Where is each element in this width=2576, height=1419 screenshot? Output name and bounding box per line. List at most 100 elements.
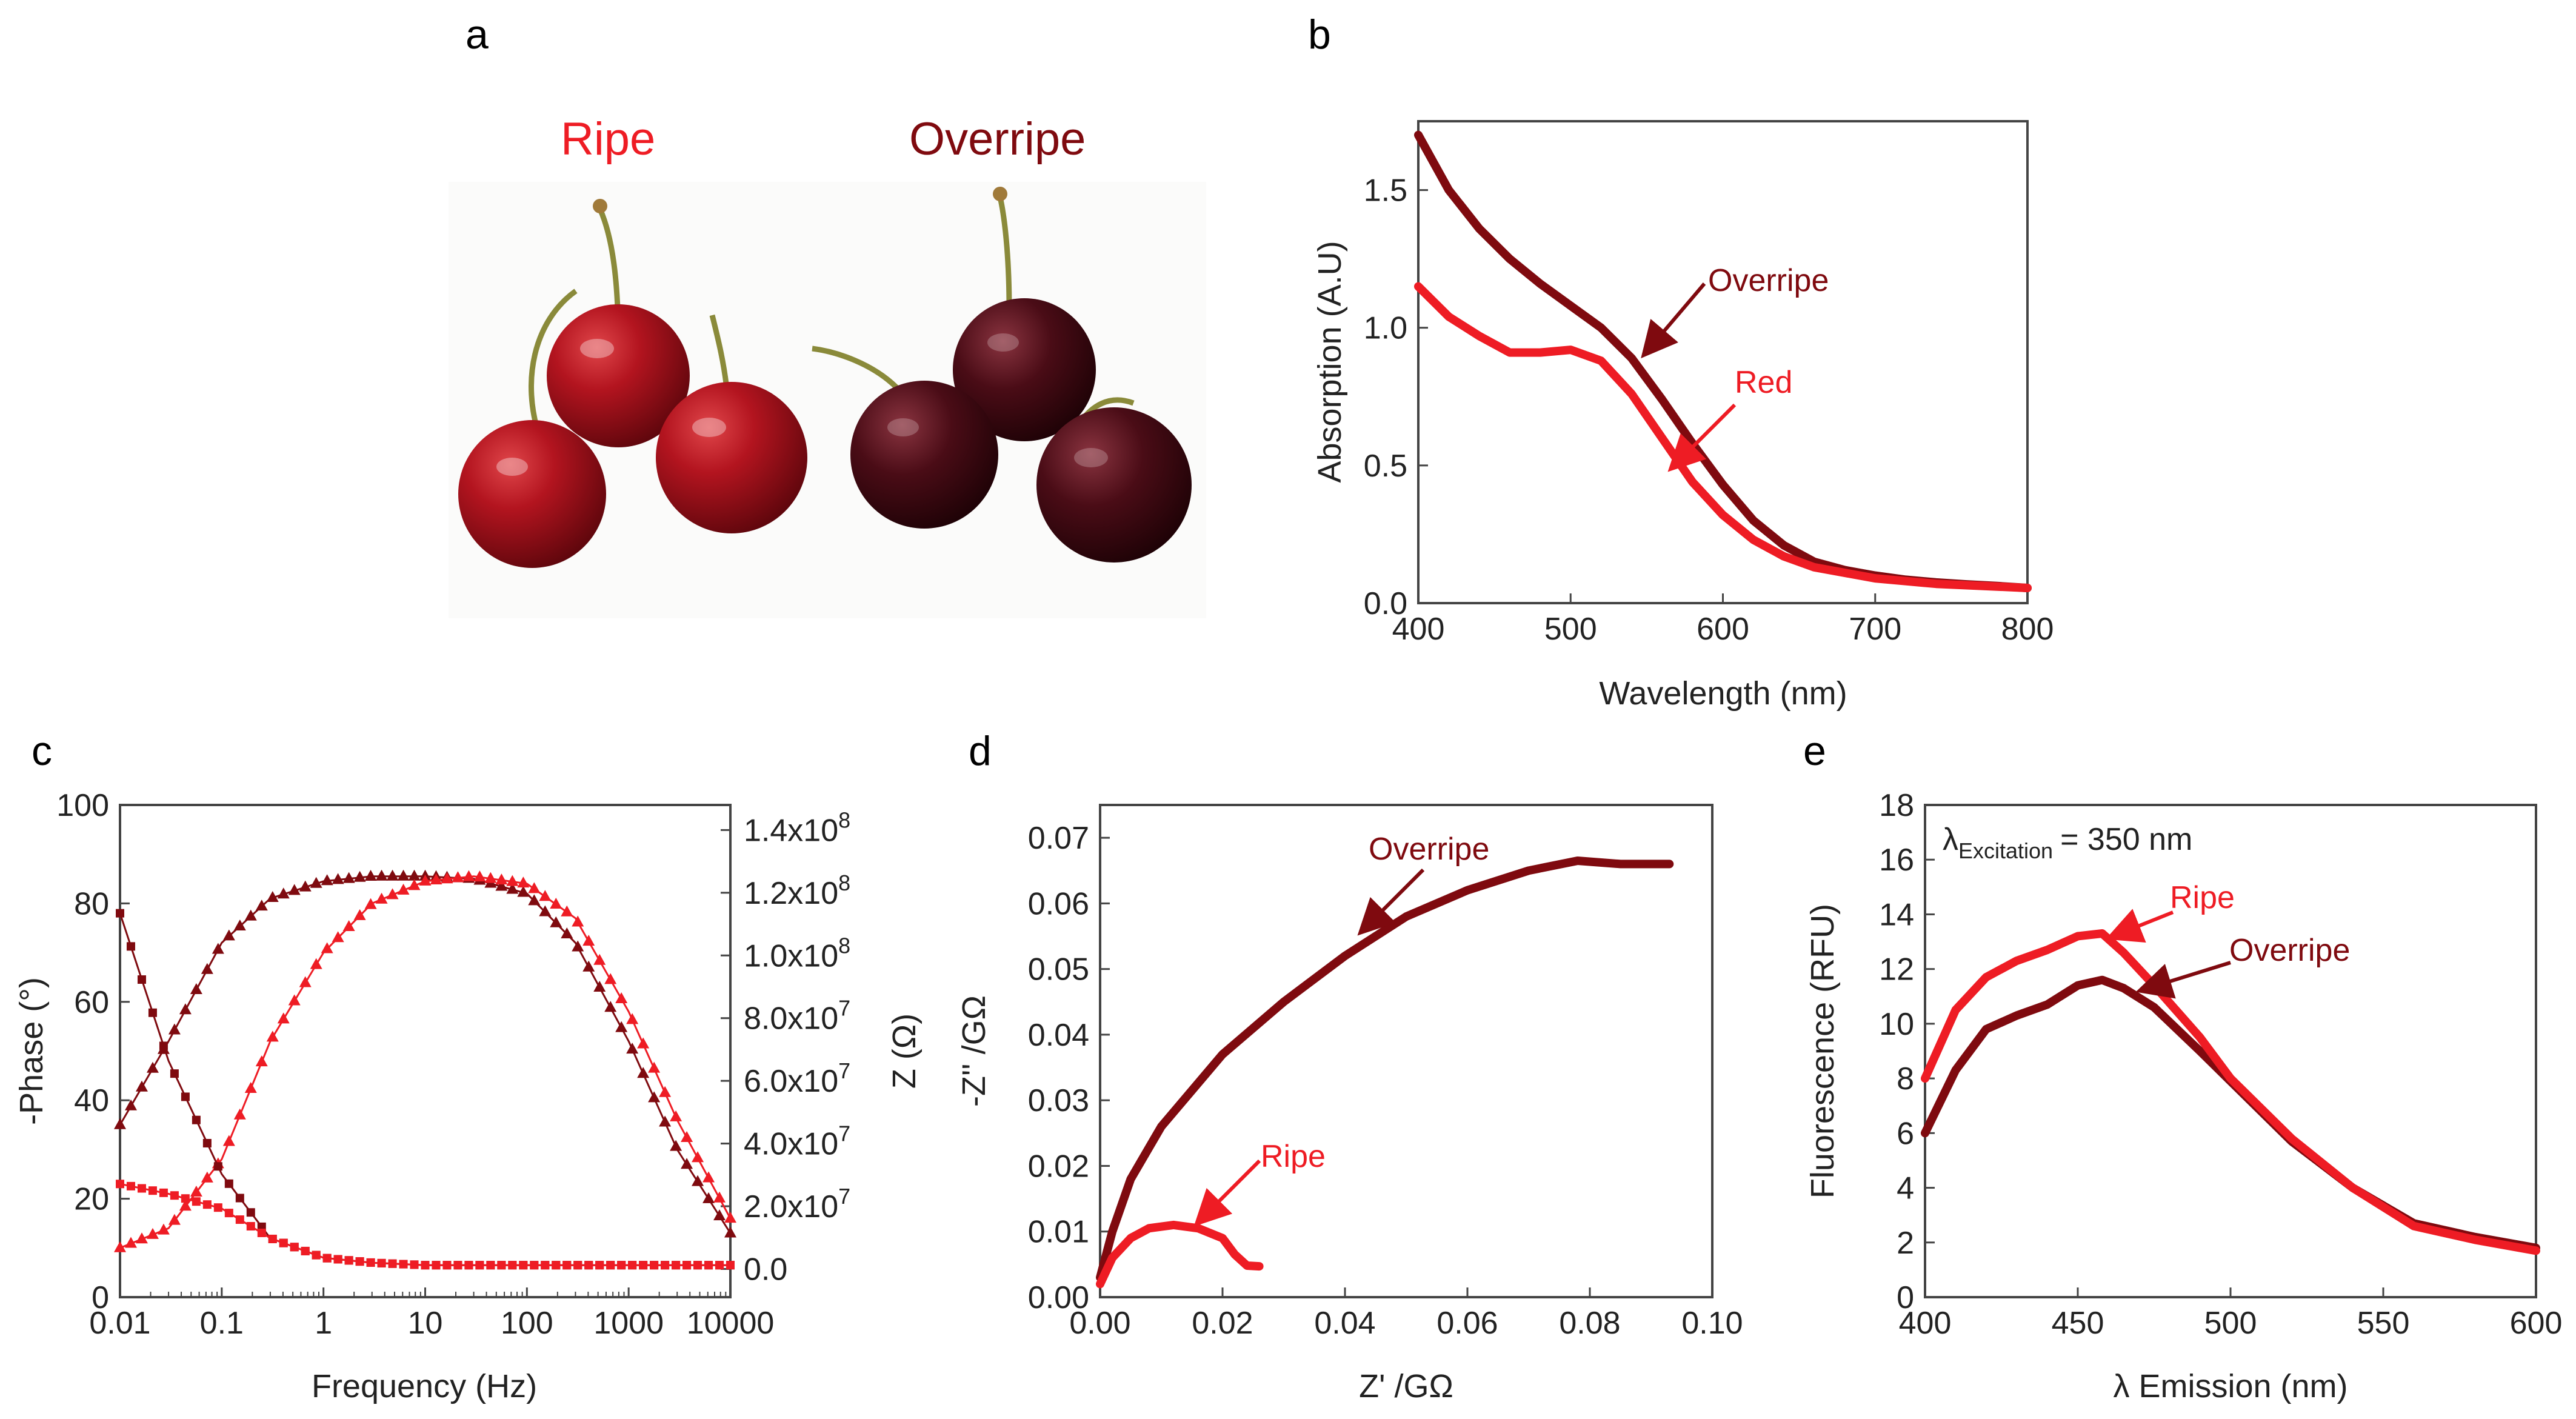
data-point-triangle	[517, 876, 530, 888]
x-axis-label: λ Emission (nm)	[2113, 1368, 2347, 1404]
y-tick-label: 0.00	[1028, 1280, 1089, 1315]
data-point-triangle	[222, 929, 235, 941]
data-point-triangle	[670, 1110, 682, 1121]
data-point-triangle	[244, 909, 257, 921]
panel-a: a Ripe Overripe	[449, 12, 1206, 618]
data-point-triangle	[233, 1108, 246, 1120]
data-point-square	[137, 975, 146, 984]
data-point-square	[333, 1255, 342, 1264]
y-tick-label: 1.0	[1364, 311, 1407, 346]
data-point-square	[355, 1257, 364, 1266]
x-tick-label: 600	[1697, 612, 1749, 647]
data-point-square	[672, 1261, 681, 1270]
data-point-square	[552, 1261, 561, 1270]
x-tick-label: 0.1	[200, 1306, 244, 1341]
panel-letter-e: e	[1803, 728, 1826, 774]
data-point-triangle	[593, 981, 606, 992]
annotation-arrow-overripe	[1641, 282, 1706, 359]
ripe-cherry	[547, 304, 690, 447]
y-tick-label: 60	[74, 985, 109, 1020]
x-axis-label: Wavelength (nm)	[1599, 675, 1847, 712]
data-point-square	[399, 1260, 408, 1269]
data-point-square	[279, 1238, 288, 1247]
data-point-triangle	[724, 1212, 736, 1223]
tick-group: 400 450 500 550 600 0 2 4 6 8 10 12 14 16 18	[1879, 788, 2562, 1341]
y-axis-label-phase: -Phase (°)	[13, 977, 50, 1125]
data-point-triangle	[692, 1175, 704, 1186]
data-point-triangle	[462, 870, 475, 881]
data-point-square	[606, 1261, 615, 1270]
annotation-ripe: Ripe	[2170, 880, 2235, 915]
data-point-triangle	[561, 905, 573, 917]
x-tick-label: 0.02	[1192, 1306, 1253, 1341]
y-tick-label: 20	[74, 1182, 109, 1217]
data-point-triangle	[190, 983, 202, 995]
panel-b: b 400 500 600 700 800 0.0 0.5 1.0 1.5 Wavelength…	[1308, 12, 2054, 712]
series-line-overripe	[1096, 856, 1674, 1282]
data-point-triangle	[288, 994, 301, 1006]
data-point-square	[530, 1261, 539, 1270]
data-point-square	[159, 1041, 168, 1050]
data-point-square	[410, 1260, 419, 1269]
data-point-square	[661, 1261, 670, 1270]
y-tick-label: 0	[92, 1280, 109, 1315]
data-point-triangle	[572, 940, 584, 952]
data-point-triangle	[615, 992, 628, 1003]
data-point-square	[486, 1261, 495, 1270]
data-point-triangle	[473, 870, 486, 882]
panel-d: d 0.00 0.02 0.04 0.06 0.08 0.100.000.010.020.…	[956, 728, 1743, 1404]
data-point-square	[235, 1194, 244, 1203]
x-tick-label: 10000	[687, 1306, 775, 1341]
data-point-triangle	[332, 931, 344, 943]
data-point-triangle	[310, 958, 322, 969]
data-point-square	[628, 1261, 637, 1270]
data-point-triangle	[157, 1223, 170, 1235]
data-point-triangle	[321, 942, 333, 953]
data-point-triangle	[124, 1099, 137, 1110]
annotation-arrow-overripe	[1357, 868, 1425, 936]
data-point-triangle	[615, 1021, 628, 1032]
data-point-square	[181, 1092, 190, 1101]
data-point-square	[704, 1261, 713, 1270]
cherries-illustration	[458, 187, 1192, 568]
annotation-ripe: Ripe	[1261, 1139, 1326, 1174]
data-point-triangle	[364, 898, 377, 909]
overripe-cherry	[850, 381, 998, 529]
data-point-square	[137, 1184, 146, 1193]
data-point-square	[617, 1261, 626, 1270]
data-point-triangle	[353, 870, 366, 882]
data-point-triangle	[637, 1037, 650, 1049]
annotation-overripe: Overripe	[1708, 263, 1829, 298]
data-point-square	[464, 1261, 473, 1270]
data-point-triangle	[397, 869, 410, 881]
plot-frame	[1924, 804, 2537, 1298]
data-point-triangle	[517, 886, 530, 897]
data-point-square	[170, 1191, 179, 1200]
data-point-square	[159, 1188, 168, 1197]
ripe-cherry	[458, 420, 606, 568]
data-point-triangle	[659, 1115, 672, 1127]
overripe-cherry	[1036, 407, 1192, 563]
data-point-triangle	[255, 1055, 268, 1067]
data-point-triangle	[648, 1061, 661, 1073]
data-point-triangle	[288, 884, 301, 895]
y2-axis-label-z: Z (Ω)	[886, 1013, 923, 1089]
data-point-triangle	[572, 915, 584, 927]
annotation-arrow-ripe	[2105, 909, 2174, 943]
y-tick-label: 10	[1879, 1007, 1914, 1042]
data-point-triangle	[222, 1135, 235, 1146]
data-point-triangle	[724, 1226, 736, 1238]
y-axis-label: Fluorescence (RFU)	[1804, 904, 1841, 1198]
data-point-square	[453, 1261, 462, 1270]
x-tick-label: 400	[1899, 1306, 1952, 1341]
data-point-triangle	[277, 1012, 290, 1024]
series-line-overripe	[1921, 975, 2540, 1252]
data-point-square	[475, 1261, 484, 1270]
x-tick-label: 700	[1849, 612, 1901, 647]
data-point-triangle	[277, 887, 290, 899]
y-tick-label: 40	[74, 1083, 109, 1118]
data-point-triangle	[266, 891, 279, 903]
data-point-triangle	[244, 1081, 257, 1093]
data-point-square	[541, 1261, 550, 1270]
